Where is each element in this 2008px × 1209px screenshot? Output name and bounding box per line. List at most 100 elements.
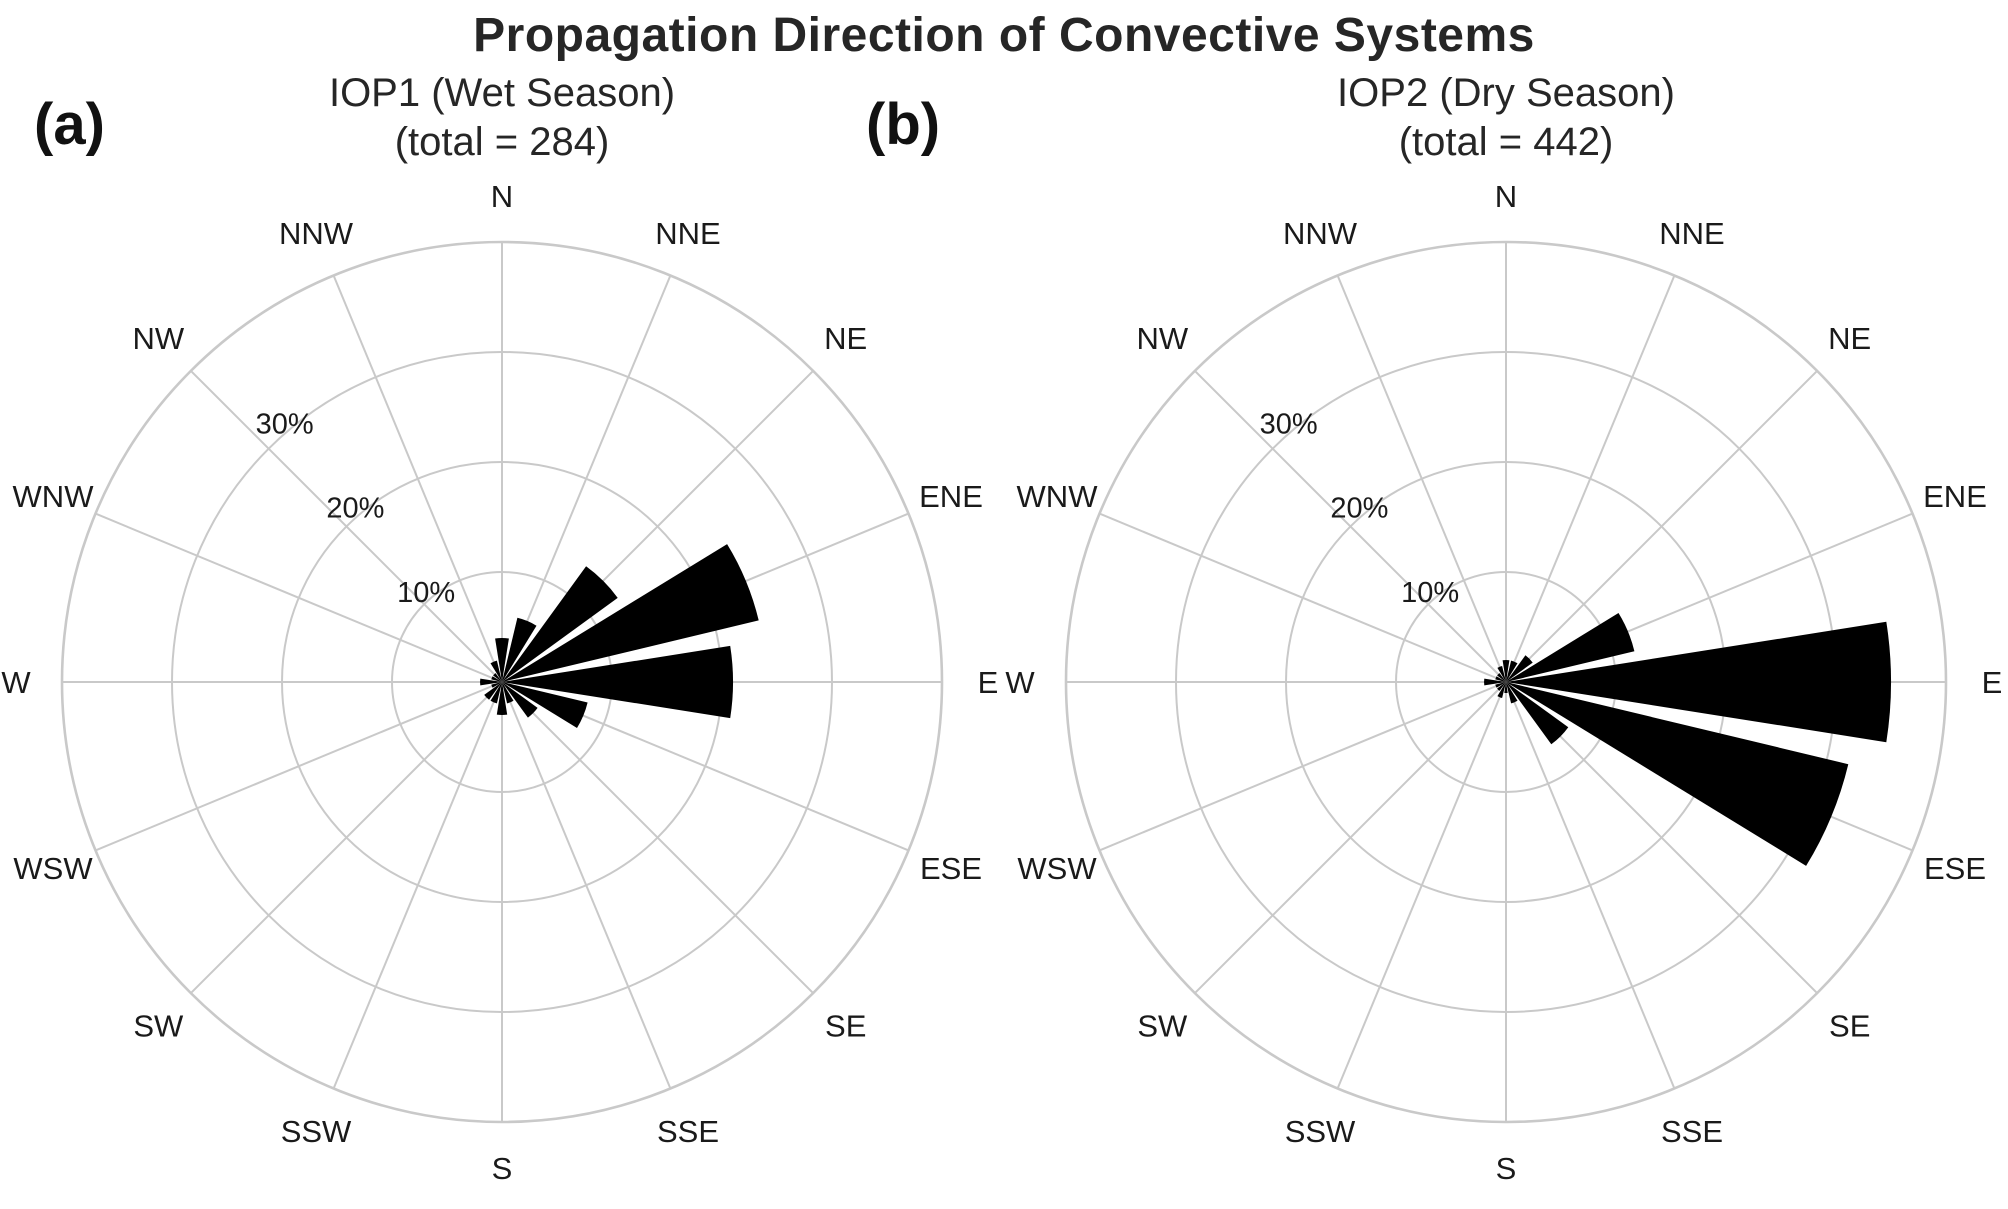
panel-a-subtitle: IOP1 (Wet Season) (total = 284) [329,69,675,167]
petal-WSW [1495,681,1506,688]
petal-NE [502,565,618,682]
grid-spoke-NNW [332,274,503,682]
petal-W [480,678,502,685]
grid-spoke-NW [1194,369,1507,683]
windrose-chart-a: N NNE NE ENE E ESE SE SSE S SSW SW WSW W WNW NW NNW 10% 2… [1,178,999,1185]
grid-spoke-SSW [1336,681,1507,1089]
direction-label-SSW: SSW [1285,1113,1356,1148]
direction-label-E: E [978,664,999,699]
direction-label-N: N [1495,178,1517,213]
panel-a-title: IOP1 (Wet Season) [328,71,676,115]
direction-label-ESE: ESE [1924,850,1986,885]
direction-label-SE: SE [1829,1008,1870,1043]
grid-spoke-SSW [332,681,503,1089]
panel-a: IOP1 (Wet Season) (total = 284) N NNE NE EN… [0,63,1004,1197]
petal-NW [493,672,502,682]
direction-label-NNE: NNE [1659,215,1724,250]
petal-SW [484,681,502,700]
grid-spoke-WNW [95,512,503,683]
direction-label-SSW: SSW [281,1113,352,1148]
direction-label-N: N [491,178,513,213]
radial-tick-label-20: 20% [1330,492,1388,524]
direction-label-SW: SW [133,1008,184,1043]
petal-SE [502,681,538,718]
direction-label-ENE: ENE [919,478,983,513]
direction-label-ENE: ENE [1923,478,1987,513]
panel-b-title: IOP2 (Dry Season) [1337,71,1675,115]
direction-label-SE: SE [825,1008,866,1043]
radial-tick-label-10: 10% [1401,576,1459,608]
petal-E [1506,621,1892,742]
petal-NNW [490,660,502,682]
radial-tick-label-10: 10% [397,576,455,608]
petal-SSW [490,681,502,703]
panel-b-total: (total = 442) [1398,119,1614,164]
direction-label-WNW: WNW [1017,478,1099,513]
direction-label-W: W [1005,664,1035,699]
direction-label-E: E [1982,664,2003,699]
grid-spoke-NNW [1336,274,1507,682]
petal-SSE [502,681,514,703]
grid-spoke-SSE [1505,681,1676,1089]
radial-tick-label-30: 30% [256,408,314,440]
grid-spoke-WSW [95,680,503,851]
figure: Propagation Direction of Convective Syst… [0,8,2008,1197]
direction-label-W: W [1,664,31,699]
grid-spoke-WSW [1099,680,1507,851]
grid-spoke-SSE [501,681,672,1089]
petal-ESE [502,681,588,728]
petal-N [1502,659,1510,682]
grid-spoke-SW [190,680,503,994]
direction-label-NNW: NNW [279,215,354,250]
petal-WNW [1495,675,1506,682]
petal-N [495,637,509,682]
direction-label-NE: NE [824,321,867,356]
direction-label-NNW: NNW [1283,215,1358,250]
petal-ESE [1506,681,1849,866]
grid-spoke-NNE [1505,274,1676,682]
petal-SSW [1497,681,1506,698]
direction-label-WNW: WNW [13,478,95,513]
panel-a-total: (total = 284) [394,119,610,164]
petal-NW [1497,672,1506,682]
windrose-chart-b: N NNE NE ENE E ESE SE SSE S SSW SW WSW W WNW NW NNW 10% 2… [1005,178,2003,1185]
petal-NNE [1506,660,1518,682]
panel-label-a: (a) [34,92,105,157]
panel-b: IOP2 (Dry Season) (total = 442) N NNE NE EN… [1004,63,2008,1197]
radial-tick-label-30: 30% [1260,408,1318,440]
petal-S [496,681,508,715]
direction-label-S: S [492,1150,513,1185]
petal-WSW [491,681,502,688]
figure-title: Propagation Direction of Convective Syst… [473,9,1535,62]
petal-S [1504,681,1508,693]
petal-E [502,645,734,718]
direction-label-S: S [1496,1150,1517,1185]
grid-spoke-SE [501,680,814,994]
petal-SW [1497,681,1506,691]
petal-ENE [1506,612,1635,682]
panel-b-subtitle: IOP2 (Dry Season) (total = 442) [1337,69,1675,167]
direction-label-SSE: SSE [1661,1113,1723,1148]
direction-label-NW: NW [132,321,184,356]
panels-row: (a) (b) IOP1 (Wet Season) (total = 284) … [0,63,2008,1197]
radial-tick-label-20: 20% [326,492,384,524]
direction-label-NNE: NNE [655,215,720,250]
direction-label-ESE: ESE [920,850,982,885]
direction-label-SW: SW [1137,1008,1188,1043]
petal-WNW [491,675,502,682]
grid-spoke-SW [1194,680,1507,994]
petal-W [1484,678,1506,685]
petal-NE [1506,654,1533,682]
petal-NNE [502,617,537,682]
direction-label-NE: NE [1828,321,1871,356]
grid-spoke-NW [190,369,503,683]
petal-NNW [1497,665,1506,682]
petal-ENE [502,543,759,682]
grid-spoke-NNE [501,274,672,682]
direction-label-WSW: WSW [13,850,93,885]
panel-label-b: (b) [866,92,941,157]
grid-spoke-NE [1505,369,1818,683]
direction-label-SSE: SSE [657,1113,719,1148]
petal-SE [1506,681,1569,744]
direction-label-WSW: WSW [1017,850,1097,885]
